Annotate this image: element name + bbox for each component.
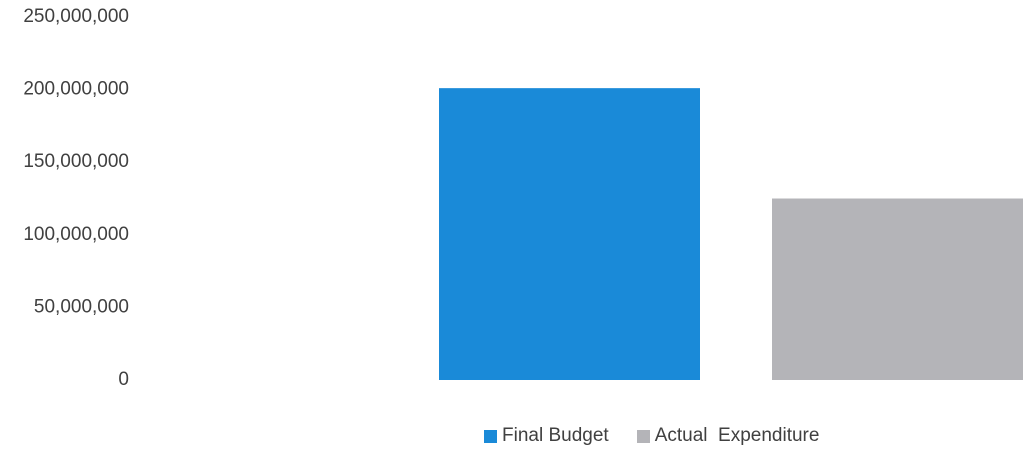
- legend-label-final-budget: Final Budget: [502, 425, 609, 446]
- legend-swatch-final-budget: [484, 429, 497, 443]
- legend-item-final-budget: Final Budget: [484, 425, 609, 447]
- y-axis: 0 50,000,000 100,000,000 150,000,000 200,000…: [23, 6, 129, 390]
- y-tick-label: 100,000,000: [23, 224, 129, 245]
- legend-item-actual-expenditure: Actual Expenditure: [636, 425, 820, 447]
- y-tick-label: 50,000,000: [34, 296, 129, 317]
- bar-actual-expenditure: [772, 198, 1023, 380]
- y-tick-label: 150,000,000: [23, 151, 129, 172]
- legend: Final Budget Actual Expenditure: [484, 425, 819, 447]
- y-tick-label: 250,000,000: [23, 6, 129, 27]
- legend-swatch-actual-expenditure: [636, 429, 650, 443]
- legend-label-actual-expenditure: Actual Expenditure: [654, 425, 820, 446]
- bar-final-budget: [439, 88, 700, 380]
- y-tick-label: 200,000,000: [23, 79, 129, 100]
- y-tick-label: 0: [118, 369, 129, 390]
- plot-area: [439, 88, 1023, 380]
